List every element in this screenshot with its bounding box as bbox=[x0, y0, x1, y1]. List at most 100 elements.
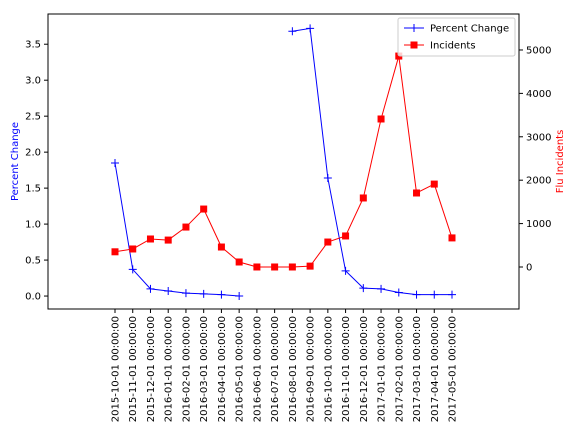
x-tick-label: 2016-07-01 00:00:00 bbox=[270, 316, 281, 422]
data-point bbox=[182, 223, 190, 231]
y2-tick-label: 0 bbox=[526, 262, 532, 273]
data-point bbox=[128, 265, 137, 274]
data-point bbox=[306, 262, 314, 270]
data-point bbox=[288, 27, 297, 36]
data-point-shape bbox=[146, 284, 155, 293]
y-tick-label: 2.5 bbox=[25, 112, 41, 123]
data-point-shape bbox=[412, 290, 421, 299]
legend-marker-shape bbox=[410, 24, 418, 32]
y2-tick-label: 1000 bbox=[526, 219, 551, 230]
y-tick-label: 1.0 bbox=[25, 220, 41, 231]
legend-label: Percent Change bbox=[430, 24, 509, 35]
x-tick-label: 2015-10-01 00:00:00 bbox=[111, 316, 122, 422]
data-point bbox=[146, 235, 154, 243]
data-point bbox=[412, 290, 421, 299]
data-point-shape bbox=[235, 292, 244, 301]
y2-axis-label: Flu Incidents bbox=[555, 130, 566, 194]
y-tick-label: 0.5 bbox=[25, 256, 41, 267]
data-point bbox=[306, 24, 315, 33]
data-point bbox=[111, 248, 119, 256]
y-tick-label: 2.0 bbox=[25, 148, 41, 159]
data-point bbox=[448, 290, 456, 299]
data-point bbox=[253, 263, 261, 271]
legend-marker bbox=[410, 24, 418, 32]
data-point-shape bbox=[288, 27, 297, 36]
x-tick-label: 2016-06-01 00:00:00 bbox=[252, 316, 263, 422]
y-tick-label: 3.5 bbox=[25, 40, 41, 51]
data-point bbox=[199, 289, 208, 298]
y-tick-label: 1.5 bbox=[25, 184, 41, 195]
data-point bbox=[271, 263, 279, 271]
data-point bbox=[323, 174, 332, 183]
x-tick-label: 2016-01-01 00:00:00 bbox=[164, 316, 175, 422]
data-point bbox=[413, 189, 421, 197]
x-tick-label: 2017-02-01 00:00:00 bbox=[394, 316, 405, 422]
data-point bbox=[288, 263, 296, 271]
data-point-shape bbox=[448, 290, 456, 299]
y-axis-label: Percent Change bbox=[10, 122, 21, 201]
data-point bbox=[394, 288, 403, 297]
data-point bbox=[448, 234, 456, 242]
data-point bbox=[324, 238, 332, 246]
legend-marker bbox=[410, 41, 418, 49]
legend-box bbox=[397, 17, 516, 57]
y-tick-label: 3.0 bbox=[25, 76, 41, 87]
data-point bbox=[200, 205, 208, 213]
data-point bbox=[341, 266, 350, 275]
data-point-shape bbox=[111, 158, 119, 167]
legend-label: Incidents bbox=[430, 41, 476, 52]
data-point bbox=[164, 236, 172, 244]
data-point-shape bbox=[323, 174, 332, 183]
data-point-shape bbox=[164, 287, 173, 296]
data-point bbox=[235, 258, 243, 266]
x-tick-label: 2015-12-01 00:00:00 bbox=[146, 316, 157, 422]
data-point bbox=[430, 180, 438, 188]
x-tick-label: 2016-11-01 00:00:00 bbox=[341, 316, 352, 422]
x-tick-label: 2016-08-01 00:00:00 bbox=[288, 316, 299, 422]
data-point-shape bbox=[430, 290, 439, 299]
x-tick-label: 2017-05-01 00:00:00 bbox=[448, 316, 459, 422]
plot-frame bbox=[47, 13, 520, 310]
data-point-shape bbox=[359, 284, 368, 293]
data-point-shape bbox=[217, 290, 226, 299]
data-point-shape bbox=[181, 289, 190, 298]
x-tick-label: 2016-02-01 00:00:00 bbox=[181, 316, 192, 422]
data-point bbox=[377, 115, 385, 123]
data-point bbox=[430, 290, 439, 299]
data-point bbox=[129, 245, 137, 253]
x-tick-label: 2016-05-01 00:00:00 bbox=[235, 316, 246, 422]
x-tick-label: 2017-01-01 00:00:00 bbox=[377, 316, 388, 422]
data-point bbox=[235, 292, 244, 301]
data-point bbox=[146, 284, 155, 293]
data-point-shape bbox=[377, 284, 386, 293]
data-point bbox=[111, 158, 119, 167]
x-tick-label: 2017-03-01 00:00:00 bbox=[412, 316, 423, 422]
x-tick-label: 2016-10-01 00:00:00 bbox=[323, 316, 334, 422]
data-point bbox=[217, 243, 225, 251]
data-point bbox=[342, 232, 350, 240]
x-tick-label: 2017-04-01 00:00:00 bbox=[430, 316, 441, 422]
y2-tick-label: 2000 bbox=[526, 176, 551, 187]
y2-tick-label: 5000 bbox=[526, 45, 551, 56]
data-point-shape bbox=[341, 266, 350, 275]
data-point bbox=[359, 194, 367, 202]
x-tick-label: 2016-12-01 00:00:00 bbox=[359, 316, 370, 422]
data-point bbox=[181, 289, 190, 298]
x-tick-label: 2016-03-01 00:00:00 bbox=[199, 316, 210, 422]
data-point-shape bbox=[128, 265, 137, 274]
data-point-shape bbox=[199, 289, 208, 298]
data-point bbox=[377, 284, 386, 293]
y2-tick-label: 4000 bbox=[526, 89, 551, 100]
data-point bbox=[217, 290, 226, 299]
data-point-shape bbox=[394, 288, 403, 297]
x-tick-label: 2015-11-01 00:00:00 bbox=[128, 316, 139, 422]
data-point-shape bbox=[306, 24, 315, 33]
data-point bbox=[359, 284, 368, 293]
data-point bbox=[164, 287, 173, 296]
x-tick-label: 2016-04-01 00:00:00 bbox=[217, 316, 228, 422]
x-tick-label: 2016-09-01 00:00:00 bbox=[306, 316, 317, 422]
y2-tick-label: 3000 bbox=[526, 132, 551, 143]
y-tick-label: 0.0 bbox=[25, 292, 41, 303]
